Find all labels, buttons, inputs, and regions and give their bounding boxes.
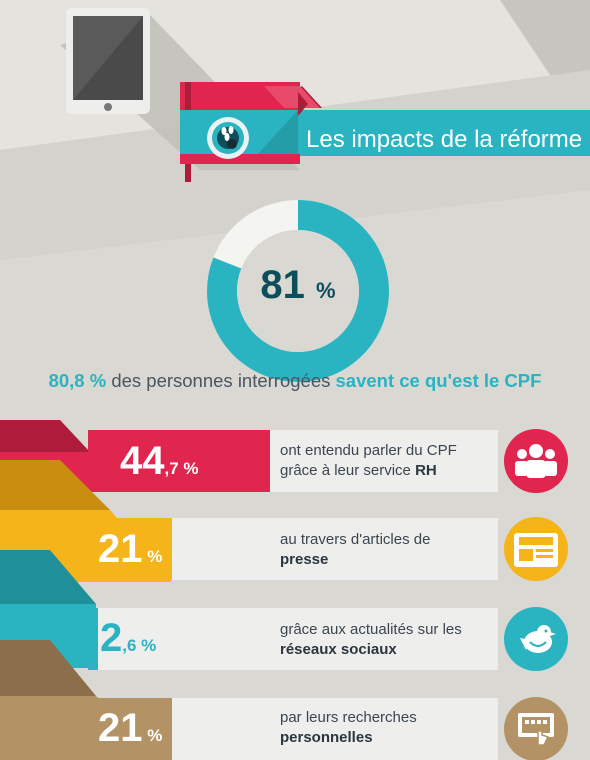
- summary-highlight: savent ce qu'est le CPF: [335, 370, 542, 391]
- row-value-main: 21: [98, 706, 143, 750]
- bowling-icon: [207, 117, 249, 159]
- row-bar-4: [88, 698, 172, 760]
- row-line2-bold: presse: [280, 551, 329, 568]
- row-value-unit: %: [147, 726, 163, 745]
- tablet-icon: [66, 8, 150, 114]
- row-line1: par leurs recherches: [280, 709, 417, 726]
- row-value-main: 21: [98, 527, 143, 571]
- row-value-unit: %: [147, 547, 163, 566]
- row-bar-1: [88, 430, 270, 492]
- donut-value-arc: [207, 200, 389, 382]
- page-title: Les impacts de la réforme: [306, 126, 583, 153]
- touchscreen-icon: [518, 713, 554, 746]
- row-value-unit: %: [183, 459, 199, 478]
- row-text-1: ont entendu parler du CPF grâce à leur se…: [280, 441, 457, 481]
- row-line2-bold: personnelles: [280, 729, 373, 746]
- donut-label: 81 %: [250, 262, 346, 314]
- row-line2-bold: réseaux sociaux: [280, 641, 397, 658]
- row-line2-plain: grâce à leur service: [280, 462, 416, 479]
- newspaper-icon: [514, 533, 558, 567]
- row-text-4: par leurs recherches personnelles: [280, 708, 417, 748]
- row-line1: au travers d'articles de: [280, 531, 431, 548]
- row-bar-2: [88, 518, 172, 580]
- row-value-unit: %: [141, 636, 157, 655]
- row-value-1: 44,7 %: [120, 437, 199, 493]
- row-line2-bold: RH: [415, 462, 437, 479]
- summary-body: des personnes interrogées: [111, 370, 331, 391]
- row-value-2: 21 %: [98, 525, 162, 581]
- donut-unit: %: [316, 278, 336, 303]
- row-line1: grâce aux actualités sur les: [280, 621, 462, 638]
- donut-chart: [207, 200, 389, 382]
- people-icon: [515, 444, 557, 478]
- row-value-decimal: ,7: [164, 459, 179, 478]
- row-value-decimal: ,6: [122, 636, 137, 655]
- row-text-3: grâce aux actualités sur les réseaux soci…: [280, 620, 462, 660]
- row-value-main: 2: [100, 616, 123, 660]
- row-line1: ont entendu parler du CPF: [280, 442, 457, 459]
- donut-number: 81: [260, 263, 305, 307]
- row-text-2: au travers d'articles de presse: [280, 530, 430, 570]
- bird-icon: [520, 625, 556, 653]
- row-value-4: 21 %: [98, 704, 162, 760]
- row-bar-3: [88, 608, 98, 670]
- row-value-main: 44: [120, 439, 165, 483]
- summary-text: 80,8 % des personnes interrogées savent …: [0, 370, 590, 392]
- row-value-3: 2,6 %: [100, 614, 156, 670]
- summary-percent: 80,8 %: [48, 370, 107, 391]
